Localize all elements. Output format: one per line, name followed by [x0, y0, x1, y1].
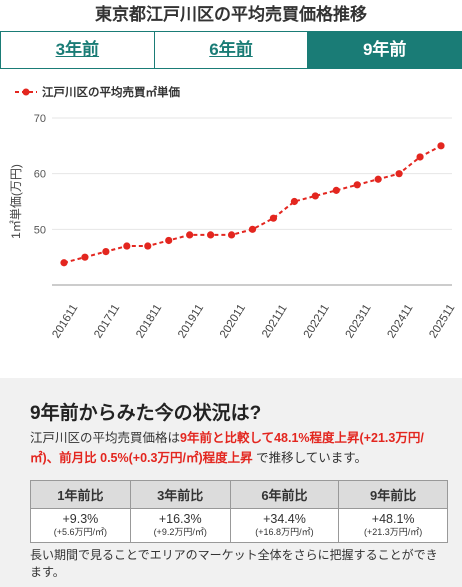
table-header: 3年前比	[129, 480, 231, 509]
tab-6-years[interactable]: 6年前	[153, 32, 308, 68]
table-header: 6年前比	[229, 480, 340, 509]
chart-legend: 江戸川区の平均売買㎡単価	[15, 85, 180, 99]
summary-text: 江戸川区の平均売買価格は9年前と比較して48.1%程度上昇(+21.3万円/㎡)…	[30, 428, 440, 468]
cell-sub: (+16.8万円/㎡)	[255, 526, 314, 537]
table-header-row: 1年前比 3年前比 6年前比 9年前比	[30, 480, 448, 509]
x-tick-label: 202511	[427, 302, 457, 340]
x-tick-label: 201611	[50, 302, 80, 340]
summary-title: 9年前からみた今の状況は?	[30, 403, 262, 424]
tab-3-years[interactable]: 3年前	[55, 40, 100, 59]
data-point	[437, 142, 445, 150]
x-tick-label: 202311	[344, 302, 374, 340]
page-title: 東京都江戸川区の平均売買価格推移	[95, 5, 367, 24]
x-axis: 201611 201711 201811 201911 202011 202111 2022…	[50, 302, 457, 340]
summary-text-highlight: 9年前と比較して48.1%程度上昇(+21.3万円/㎡)、前月比 0.5%(+0…	[30, 431, 424, 465]
period-tabs: 3年前 6年前 9年前	[0, 31, 462, 69]
data-point	[332, 186, 340, 194]
table-header: 9年前比	[338, 480, 448, 509]
chart-series	[60, 142, 445, 267]
series-line	[63, 144, 442, 264]
x-tick-label: 202211	[302, 302, 332, 340]
data-point	[395, 170, 403, 178]
cell-value: +16.3%	[158, 511, 202, 526]
summary-text-prefix: 江戸川区の平均売買価格は	[30, 431, 181, 445]
cell-value: +34.4%	[263, 511, 306, 526]
data-point	[144, 242, 152, 250]
data-point	[186, 231, 194, 239]
data-point	[60, 259, 68, 267]
data-point	[353, 181, 361, 189]
cell-sub: (+9.2万円/㎡)	[153, 526, 207, 537]
table-cell: +34.4% (+16.8万円/㎡)	[229, 508, 340, 543]
data-point	[81, 253, 89, 261]
x-tick-label: 201911	[176, 302, 206, 340]
data-point	[227, 231, 236, 239]
table-row: +9.3% (+5.6万円/㎡) +16.3% (+9.2万円/㎡) +34.4%(…	[30, 508, 448, 543]
tab-9-years[interactable]: 9年前	[307, 32, 462, 68]
data-point	[165, 236, 173, 245]
cell-value: +48.1%	[371, 511, 415, 526]
data-point	[290, 197, 298, 206]
x-tick-label: 202111	[260, 303, 290, 340]
data-point	[102, 248, 110, 256]
data-point	[248, 225, 257, 233]
data-point	[269, 214, 278, 222]
table-cell: +16.3% (+9.2万円/㎡)	[129, 508, 231, 543]
legend-label: 江戸川区の平均売買㎡単価	[42, 85, 180, 99]
summary-footer: 長い期間で見ることでエリアのマーケット全体をさらに把握することができます。	[30, 548, 438, 579]
cell-sub: (+5.6万円/㎡)	[53, 526, 108, 537]
data-point	[123, 242, 131, 250]
x-tick-label: 202411	[386, 302, 416, 340]
price-trend-chart: 江戸川区の平均売買㎡単価 50 60 70 1㎡単価(万円) 201611 20171…	[9, 85, 457, 341]
y-tick-label: 60	[34, 169, 46, 181]
y-axis: 50 60 70	[34, 113, 46, 236]
table-cell: +48.1% (+21.3万円/㎡)	[338, 508, 448, 543]
data-point	[374, 175, 382, 183]
table-header: 1年前比	[30, 480, 131, 509]
data-point	[416, 153, 424, 161]
summary-panel: 9年前からみた今の状況は? 江戸川区の平均売買価格は9年前と比較して48.1%程…	[0, 378, 462, 587]
y-tick-label: 50	[34, 224, 46, 236]
x-tick-label: 201811	[134, 302, 164, 340]
table-cell: +9.3% (+5.6万円/㎡)	[30, 508, 131, 543]
chart-grid	[52, 117, 452, 286]
summary-text-suffix: で推移しています。	[252, 451, 367, 465]
data-point	[207, 231, 215, 239]
cell-sub: (+21.3万円/㎡)	[364, 526, 423, 537]
y-axis-label: 1㎡単価(万円)	[9, 164, 23, 239]
x-tick-label: 201711	[92, 302, 122, 340]
x-tick-label: 202011	[218, 302, 248, 340]
data-point	[311, 192, 319, 200]
y-tick-label: 70	[34, 113, 46, 125]
legend-marker	[22, 88, 30, 96]
cell-value: +9.3%	[62, 511, 99, 526]
comparison-table: 1年前比 3年前比 6年前比 9年前比 +9.3% (+5.6万円/㎡) +16.…	[30, 480, 448, 543]
